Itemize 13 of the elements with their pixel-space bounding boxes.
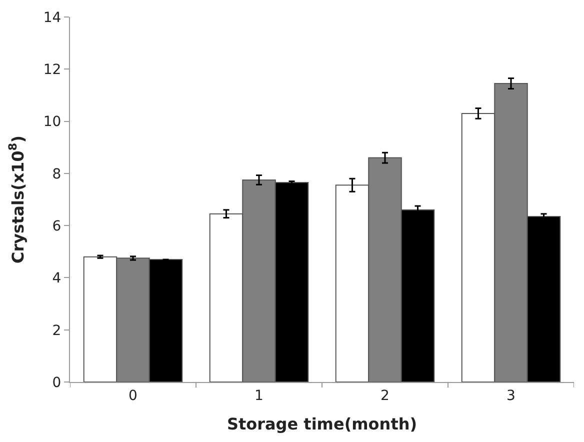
x-axis-title: Storage time(month): [226, 414, 418, 434]
x-tick-label: 2: [380, 388, 390, 404]
y-tick-label: 4: [52, 270, 62, 287]
x-tick-label: 0: [128, 388, 138, 404]
y-tick-label: 10: [43, 114, 62, 130]
y-tick-label: 0: [52, 374, 62, 391]
y-tick-label: 12: [43, 62, 62, 78]
y-tick-label: 8: [52, 166, 62, 182]
x-tick-label: 3: [506, 388, 516, 404]
y-tick-label: 2: [52, 322, 62, 339]
y-tick-label: 6: [52, 218, 62, 234]
x-tick-label: 1: [254, 388, 264, 404]
y-tick-label: 14: [43, 10, 62, 26]
